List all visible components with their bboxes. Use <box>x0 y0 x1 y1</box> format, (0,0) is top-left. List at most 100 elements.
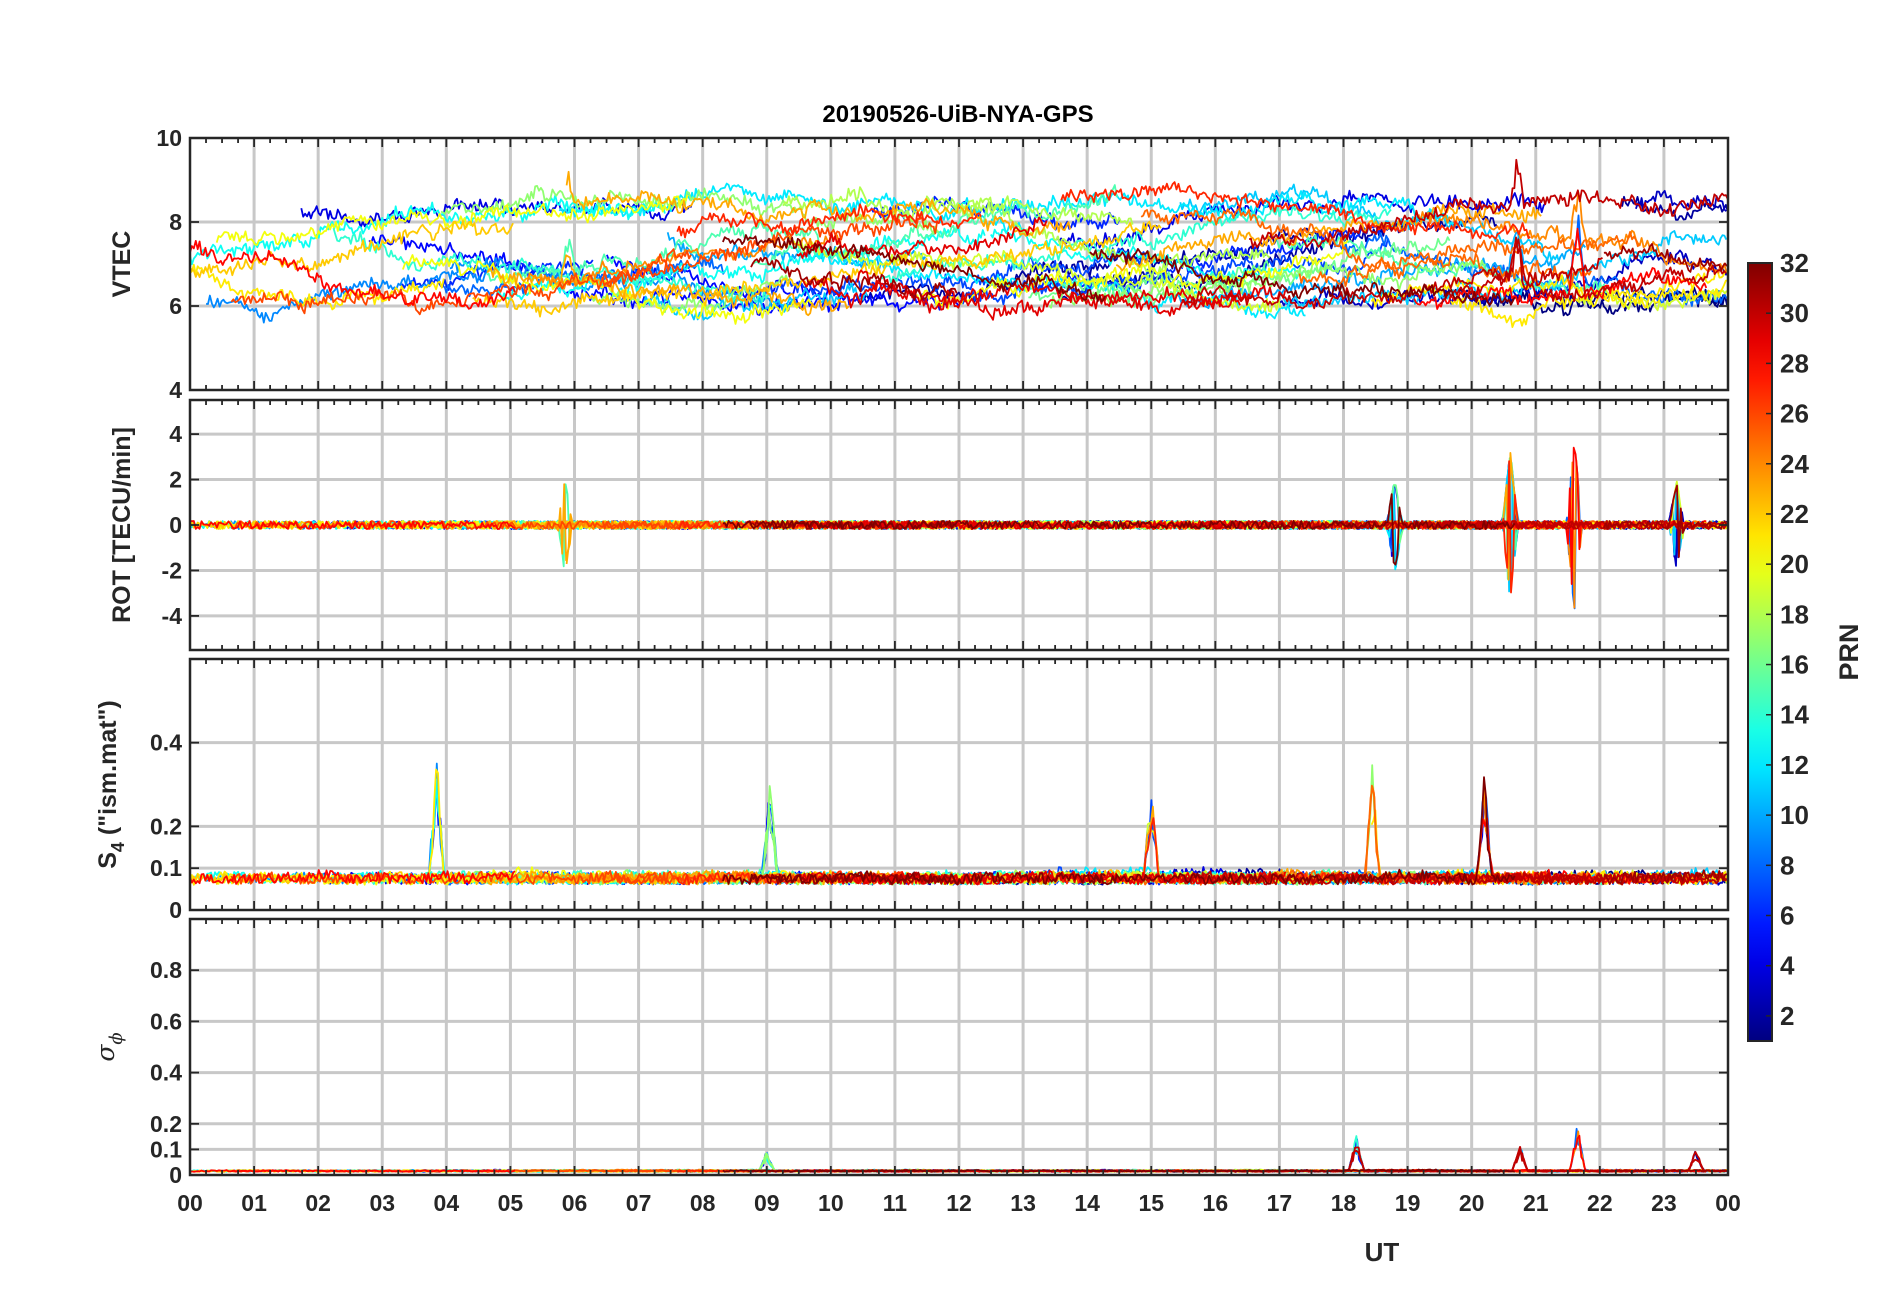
colorbar-tick-label: 6 <box>1780 901 1794 931</box>
panel-sigma-ylabel: σϕ <box>91 1032 127 1061</box>
colorbar-tick-label: 2 <box>1780 1001 1794 1031</box>
panel-sigma: 00.10.2 0.4 0.6 0.8 σϕ <box>91 917 1730 1188</box>
panel-rot-ytick-label: 4 <box>169 421 182 447</box>
series-prn-2-pass-4 <box>854 227 1322 305</box>
series-prn-30-pass-70 <box>1439 238 1727 305</box>
panel-rot-series <box>190 446 1728 610</box>
panel-vtec-ylabel: VTEC <box>108 231 136 298</box>
colorbar-scale <box>1747 262 1773 1042</box>
series-prn-30-pass-72 <box>1249 158 1728 249</box>
series-prn-30-pass-71 <box>1180 870 1603 886</box>
series-prn-32-pass-76 <box>1089 776 1516 886</box>
x-tick-label: 10 <box>818 1190 844 1216</box>
series-prn-31-pass-74 <box>1603 484 1728 558</box>
x-tick-label: 11 <box>883 1190 908 1216</box>
panel-s4-series <box>190 762 1728 886</box>
panel-vtec-series <box>190 158 1728 329</box>
colorbar-tick-label: 32 <box>1780 248 1809 278</box>
series-prn-28-pass-66 <box>1413 227 1708 310</box>
x-tick-label: 22 <box>1587 1190 1613 1216</box>
series-prn-5-pass-10 <box>368 234 842 316</box>
x-tick-label: 20 <box>1459 1190 1485 1216</box>
ylabel-sub: ϕ <box>106 1032 127 1044</box>
x-tick-label: 16 <box>1203 1190 1229 1216</box>
series-prn-18-pass-41 <box>922 195 1134 225</box>
x-tick-label: 14 <box>1074 1190 1100 1216</box>
colorbar-tick-label: 14 <box>1780 700 1809 730</box>
series-prn-28-pass-65 <box>190 869 516 885</box>
x-tick-label: 21 <box>1523 1190 1549 1216</box>
series-prn-5-pass-9 <box>606 254 964 313</box>
colorbar-tick-label: 20 <box>1780 549 1809 579</box>
series-prn-30-pass-72 <box>1248 871 1728 886</box>
series-prn-23-pass-55 <box>486 254 850 317</box>
series-prn-32-pass-76 <box>1089 1168 1515 1173</box>
series-prn-32-pass-75 <box>722 1169 1106 1173</box>
series-prn-22-pass-52 <box>691 220 1162 307</box>
panel-rot-ylabel: ROT [TECU/min] <box>108 427 136 623</box>
series-prn-30-pass-71 <box>1181 236 1603 310</box>
panel-sigma-ytick-label: 0.2 <box>150 1111 182 1137</box>
panel-vtec: 4 6 8 10 VTEC <box>108 125 1730 403</box>
x-axis-label: UT <box>1365 1237 1400 1267</box>
panel-rot-ytick-label: 2 <box>169 467 182 493</box>
x-tick-label: 19 <box>1395 1190 1421 1216</box>
x-tick-label: 12 <box>946 1190 972 1216</box>
ylabel-sub: 4 <box>108 842 128 852</box>
colorbar-tick-label: 22 <box>1780 499 1809 529</box>
panel-rot-ytick-label: 0 <box>169 512 182 538</box>
x-tick-label: 02 <box>305 1190 331 1216</box>
ylabel-tail: ("ism.mat") <box>94 700 122 842</box>
panel-vtec-ytick-label: 8 <box>169 209 182 235</box>
colorbar-tick-label: 18 <box>1780 599 1809 629</box>
x-tick-label: 01 <box>241 1190 267 1216</box>
x-tick-label: 09 <box>754 1190 780 1216</box>
series-prn-28-pass-65 <box>190 239 516 310</box>
panel-rot-ytick-label: -2 <box>162 557 182 583</box>
series-prn-14-pass-32 <box>881 204 1392 286</box>
x-tick-label: 00 <box>1715 1190 1741 1216</box>
series-prn-31-pass-74 <box>1603 242 1728 273</box>
x-tick-label: 05 <box>498 1190 524 1216</box>
colorbar-tick-label: 30 <box>1780 298 1809 328</box>
series-prn-32-pass-75 <box>722 870 1106 886</box>
series-prn-32-pass-75 <box>722 234 1107 303</box>
x-tick-label: 15 <box>1138 1190 1164 1216</box>
colorbar-label: PRN <box>1834 623 1864 680</box>
colorbar-tick-label: 12 <box>1780 750 1809 780</box>
series-prn-25-pass-59 <box>1140 207 1592 288</box>
series-prn-23-pass-56 <box>1115 202 1542 272</box>
panel-sigma-ytick-label: 0.1 <box>150 1136 182 1162</box>
series-prn-21-pass-49 <box>190 263 445 311</box>
colorbar-tick-label: 10 <box>1780 800 1809 830</box>
panel-sigma-ytick-label: 0 <box>169 1162 182 1188</box>
panel-sigma-ytick-label: 0.4 <box>150 1060 182 1086</box>
panel-rot-ytick-label: -4 <box>162 603 183 629</box>
chart-title: 20190526-UiB-NYA-GPS <box>822 101 1093 128</box>
panel-s4-ytick-label: 0 <box>169 897 182 923</box>
ylabel-main: S <box>94 852 122 869</box>
series-prn-24-pass-58 <box>1417 190 1728 274</box>
x-tick-label: 06 <box>562 1190 588 1216</box>
series-prn-22-pass-53 <box>190 219 514 279</box>
series-prn-31-pass-73 <box>750 256 958 302</box>
series-prn-28-pass-65 <box>190 1169 516 1173</box>
series-prn-4-pass-8 <box>1056 189 1547 250</box>
panel-s4-ylabel: S4 ("ism.mat") <box>94 700 128 869</box>
ylabel-main: σ <box>91 1044 120 1062</box>
series-prn-29-pass-69 <box>796 216 1048 259</box>
colorbar-tick-label: 8 <box>1780 850 1794 880</box>
series-prn-15-pass-34 <box>486 219 821 284</box>
x-tick-label: 07 <box>626 1190 652 1216</box>
panel-s4: 0 0.1 0.2 0.4 S4 ("ism.mat") <box>94 657 1730 923</box>
x-tick-label: 03 <box>369 1190 395 1216</box>
panel-rot: -4 -2 0 2 4 ROT [TECU/min] <box>108 398 1730 652</box>
panel-s4-ytick-label: 0.1 <box>150 855 182 881</box>
series-prn-31-pass-74 <box>1603 869 1728 885</box>
series-prn-26-pass-62 <box>230 520 692 530</box>
series-prn-25-pass-60 <box>1298 230 1641 288</box>
colorbar-tick-label: 26 <box>1780 399 1809 429</box>
colorbar-tick-label: 16 <box>1780 650 1809 680</box>
